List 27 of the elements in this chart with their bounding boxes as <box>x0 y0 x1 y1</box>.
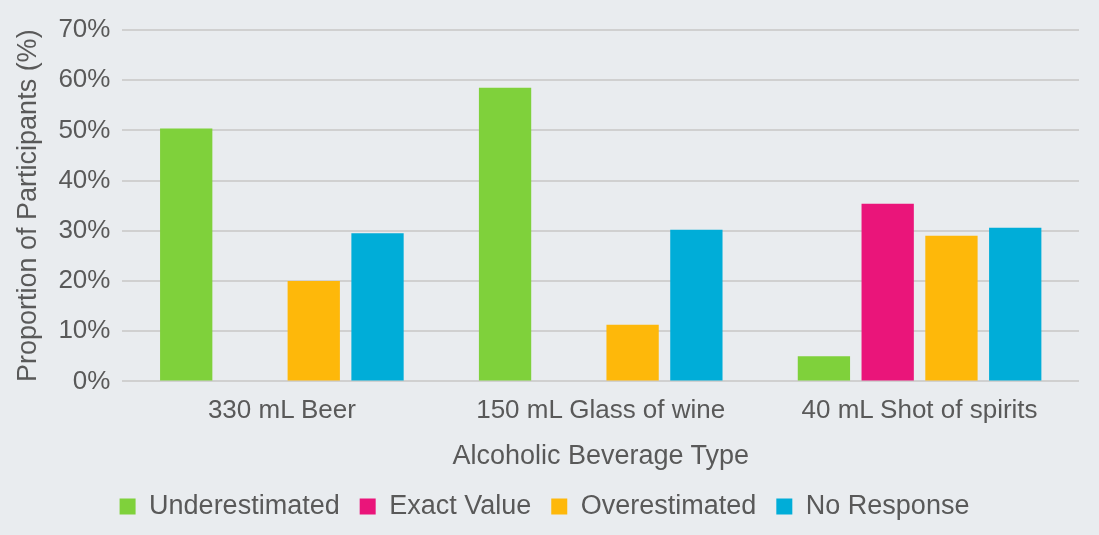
x-tick-label: 40 mL Shot of spirits <box>801 394 1038 425</box>
y-tick-label: 60% <box>58 63 111 94</box>
y-tick-label: 70% <box>58 13 111 44</box>
bar <box>351 233 404 381</box>
legend-label: Underestimated <box>149 489 340 520</box>
x-axis-title: Alcoholic Beverage Type <box>452 440 750 471</box>
legend-label: No Response <box>805 489 970 520</box>
y-tick-label: 0% <box>72 364 111 395</box>
y-tick-label: 10% <box>58 314 111 345</box>
bar <box>861 203 914 381</box>
y-tick-label: 50% <box>58 113 111 144</box>
legend-label: Overestimated <box>580 489 757 520</box>
y-tick-label: 30% <box>58 213 111 244</box>
bar <box>797 356 851 381</box>
y-tick-label: 20% <box>58 264 111 295</box>
legend-label: Exact Value <box>389 489 532 520</box>
bar <box>606 324 659 381</box>
bar <box>287 281 340 381</box>
x-tick-label: 150 mL Glass of wine <box>476 394 726 425</box>
bar <box>670 229 723 381</box>
y-axis-title: Proportion of Participants (%) <box>11 29 42 383</box>
y-tick-label: 40% <box>58 163 111 194</box>
bar <box>925 235 978 381</box>
bar <box>989 227 1042 381</box>
bar <box>478 87 532 381</box>
bar <box>160 128 213 381</box>
x-tick-label: 330 mL Beer <box>207 394 357 425</box>
